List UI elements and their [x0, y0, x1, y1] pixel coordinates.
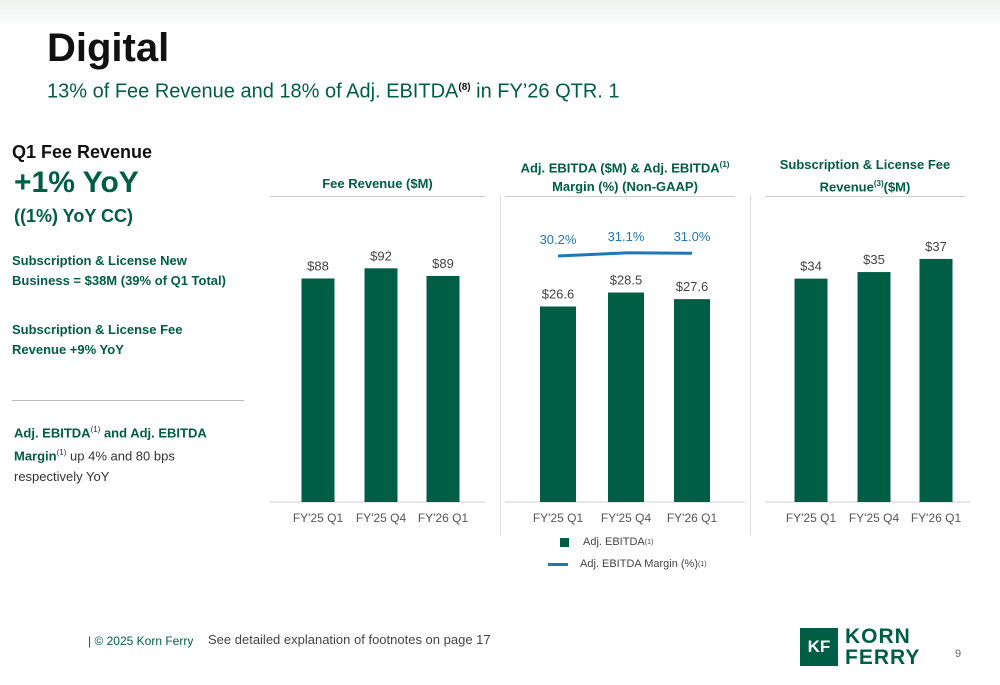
legend-item-adj-ebitda-margin: Adj. EBITDA Margin (%) (1): [548, 558, 707, 570]
x-tick-label: FY'25 Q4: [356, 511, 407, 525]
chart-title-footnote: (1): [719, 160, 730, 169]
series-line-margin: [557, 251, 693, 258]
page-subtitle: 13% of Fee Revenue and 18% of Adj. EBITD…: [47, 76, 620, 104]
bar: [857, 272, 891, 502]
line-value-label: 31.0%: [674, 229, 711, 244]
chart-title-line: Margin (%) (Non-GAAP): [552, 179, 698, 195]
highlight-line: Subscription & License New: [12, 253, 187, 268]
subscription-fee-chart: $34 FY'25 Q1 $35 FY'25 Q4 $37 FY'26 Q1: [765, 239, 970, 525]
bar: [608, 292, 644, 502]
chart-title-adj-ebitda: Adj. EBITDA ($M) & Adj. EBITDA(1) Margin…: [505, 155, 745, 196]
subtitle-text-end: in FY’26 QTR. 1: [470, 80, 620, 103]
x-tick-label: FY'25 Q4: [849, 511, 900, 525]
highlight-line: Revenue +9% YoY: [12, 342, 124, 357]
chart-title-rule: [270, 196, 485, 197]
bar-value-label: $27.6: [676, 279, 709, 294]
yoy-growth: +1% YoY: [14, 166, 139, 199]
legend-footnote: (1): [644, 538, 654, 546]
chart-title-line: Revenue(3)($M): [765, 174, 965, 196]
x-tick-label: FY'26 Q1: [911, 511, 962, 525]
line-value-label: 31.1%: [608, 229, 645, 244]
note-bold-c: Margin: [14, 448, 57, 464]
logo-line: KORN: [845, 625, 911, 648]
bar: [426, 275, 460, 502]
chart-separator: [750, 195, 751, 535]
bar-value-label: $37: [925, 239, 947, 254]
legend-swatch: [560, 537, 569, 547]
legend-label: Adj. EBITDA: [583, 536, 645, 548]
legend-footnote: (1): [697, 560, 707, 568]
highlight-new-business: Subscription & License New Business = $3…: [12, 251, 226, 291]
highlight-line: Business = $38M (39% of Q1 Total): [12, 273, 226, 288]
legend-label: Adj. EBITDA Margin (%): [580, 558, 698, 570]
q1-fee-revenue-heading: Q1 Fee Revenue: [12, 142, 153, 162]
note-bold-a: Adj. EBITDA: [14, 425, 91, 441]
bar: [301, 278, 335, 502]
fee-revenue-chart: $88 FY'25 Q1 $92 FY'25 Q4 $89 FY'26 Q1: [270, 248, 485, 525]
x-tick-label: FY'26 Q1: [418, 511, 469, 525]
chart-title-text: Revenue: [819, 179, 874, 195]
yoy-growth-cc: ((1%) YoY CC): [14, 206, 134, 226]
note-footnote: (1): [90, 425, 101, 434]
bar-value-label: $34: [800, 259, 822, 274]
bar-value-label: $28.5: [610, 273, 643, 288]
x-tick-label: FY'25 Q1: [293, 511, 344, 525]
highlight-subscription-fee: Subscription & License Fee Revenue +9% Y…: [12, 320, 183, 360]
chart-title-line: Subscription & License Fee: [779, 157, 951, 172]
legend-item-adj-ebitda: Adj. EBITDA (1): [548, 536, 653, 548]
bar: [364, 268, 398, 502]
chart-title-rule: [505, 196, 735, 197]
chart-title-line: Adj. EBITDA ($M) & Adj. EBITDA(1): [505, 155, 745, 177]
legend-line-swatch: [548, 562, 568, 566]
page-title: Digital: [47, 26, 170, 70]
chart-title-text: ($M): [883, 179, 911, 195]
chart-title-subscription: Subscription & License Fee Revenue(3)($M…: [765, 155, 965, 196]
note-footnote: (1): [56, 448, 67, 458]
korn-ferry-logo-mark: KF: [800, 628, 838, 666]
chart-separator: [500, 195, 501, 535]
subtitle-footnote: (8): [458, 82, 471, 93]
bar-value-label: $35: [863, 252, 885, 267]
chart-title-footnote: (3): [873, 179, 884, 188]
copyright: | © 2025 Korn Ferry: [88, 634, 194, 648]
bar-value-label: $92: [370, 248, 392, 263]
x-tick-label: FY'26 Q1: [667, 511, 718, 525]
bar: [919, 258, 953, 502]
top-band: [0, 0, 1000, 30]
x-tick-label: FY'25 Q1: [533, 511, 584, 525]
subtitle-text: 13% of Fee Revenue and 18% of Adj. EBITD…: [47, 80, 459, 103]
x-tick-label: FY'25 Q1: [786, 511, 837, 525]
logo-line: FERRY: [845, 646, 921, 669]
bar: [794, 278, 828, 502]
chart-title-text: Adj. EBITDA ($M) & Adj. EBITDA: [520, 160, 720, 176]
bar-value-label: $89: [432, 256, 454, 271]
bar-value-label: $88: [307, 258, 329, 273]
note-text: up 4% and 80 bps respectively YoY: [14, 448, 175, 484]
footnote-reference: See detailed explanation of footnotes on…: [208, 632, 491, 647]
adj-ebitda-chart: $26.6 FY'25 Q1 $28.5 FY'25 Q4 $27.6 FY'26 Q1 3…: [505, 229, 745, 525]
chart-title-rule: [765, 196, 965, 197]
bar: [674, 299, 710, 502]
x-tick-label: FY'25 Q4: [601, 511, 652, 525]
bar-value-label: $26.6: [542, 286, 575, 301]
page-number: 9: [955, 648, 962, 660]
korn-ferry-logo-text: KORN FERRY: [845, 626, 920, 668]
line-value-label: 30.2%: [540, 232, 577, 247]
note-bold-b: and Adj. EBITDA: [100, 425, 207, 441]
bar: [540, 306, 576, 502]
highlight-line: Subscription & License Fee: [12, 322, 183, 337]
chart-title-fee-revenue: Fee Revenue ($M): [322, 176, 433, 191]
divider: [12, 400, 244, 401]
ebitda-note: Adj. EBITDA(1) and Adj. EBITDA Margin(1)…: [14, 420, 244, 487]
